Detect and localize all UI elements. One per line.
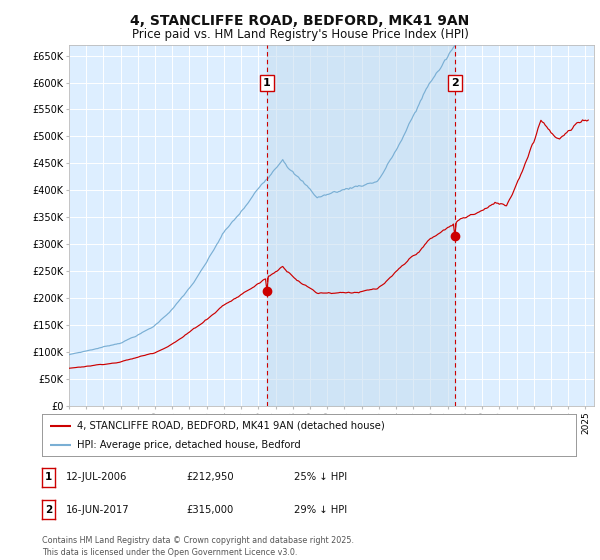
Text: 25% ↓ HPI: 25% ↓ HPI [294, 472, 347, 482]
Text: HPI: Average price, detached house, Bedford: HPI: Average price, detached house, Bedf… [77, 440, 301, 450]
Text: 4, STANCLIFFE ROAD, BEDFORD, MK41 9AN: 4, STANCLIFFE ROAD, BEDFORD, MK41 9AN [130, 14, 470, 28]
Text: Contains HM Land Registry data © Crown copyright and database right 2025.
This d: Contains HM Land Registry data © Crown c… [42, 536, 354, 557]
Text: 1: 1 [263, 78, 271, 88]
Text: 4, STANCLIFFE ROAD, BEDFORD, MK41 9AN (detached house): 4, STANCLIFFE ROAD, BEDFORD, MK41 9AN (d… [77, 421, 385, 431]
Text: £212,950: £212,950 [186, 472, 233, 482]
Text: £315,000: £315,000 [186, 505, 233, 515]
Text: 2: 2 [45, 505, 52, 515]
Text: Price paid vs. HM Land Registry's House Price Index (HPI): Price paid vs. HM Land Registry's House … [131, 28, 469, 41]
Text: 1: 1 [45, 472, 52, 482]
Text: 29% ↓ HPI: 29% ↓ HPI [294, 505, 347, 515]
Text: 16-JUN-2017: 16-JUN-2017 [66, 505, 130, 515]
Text: 12-JUL-2006: 12-JUL-2006 [66, 472, 127, 482]
Text: 2: 2 [451, 78, 459, 88]
